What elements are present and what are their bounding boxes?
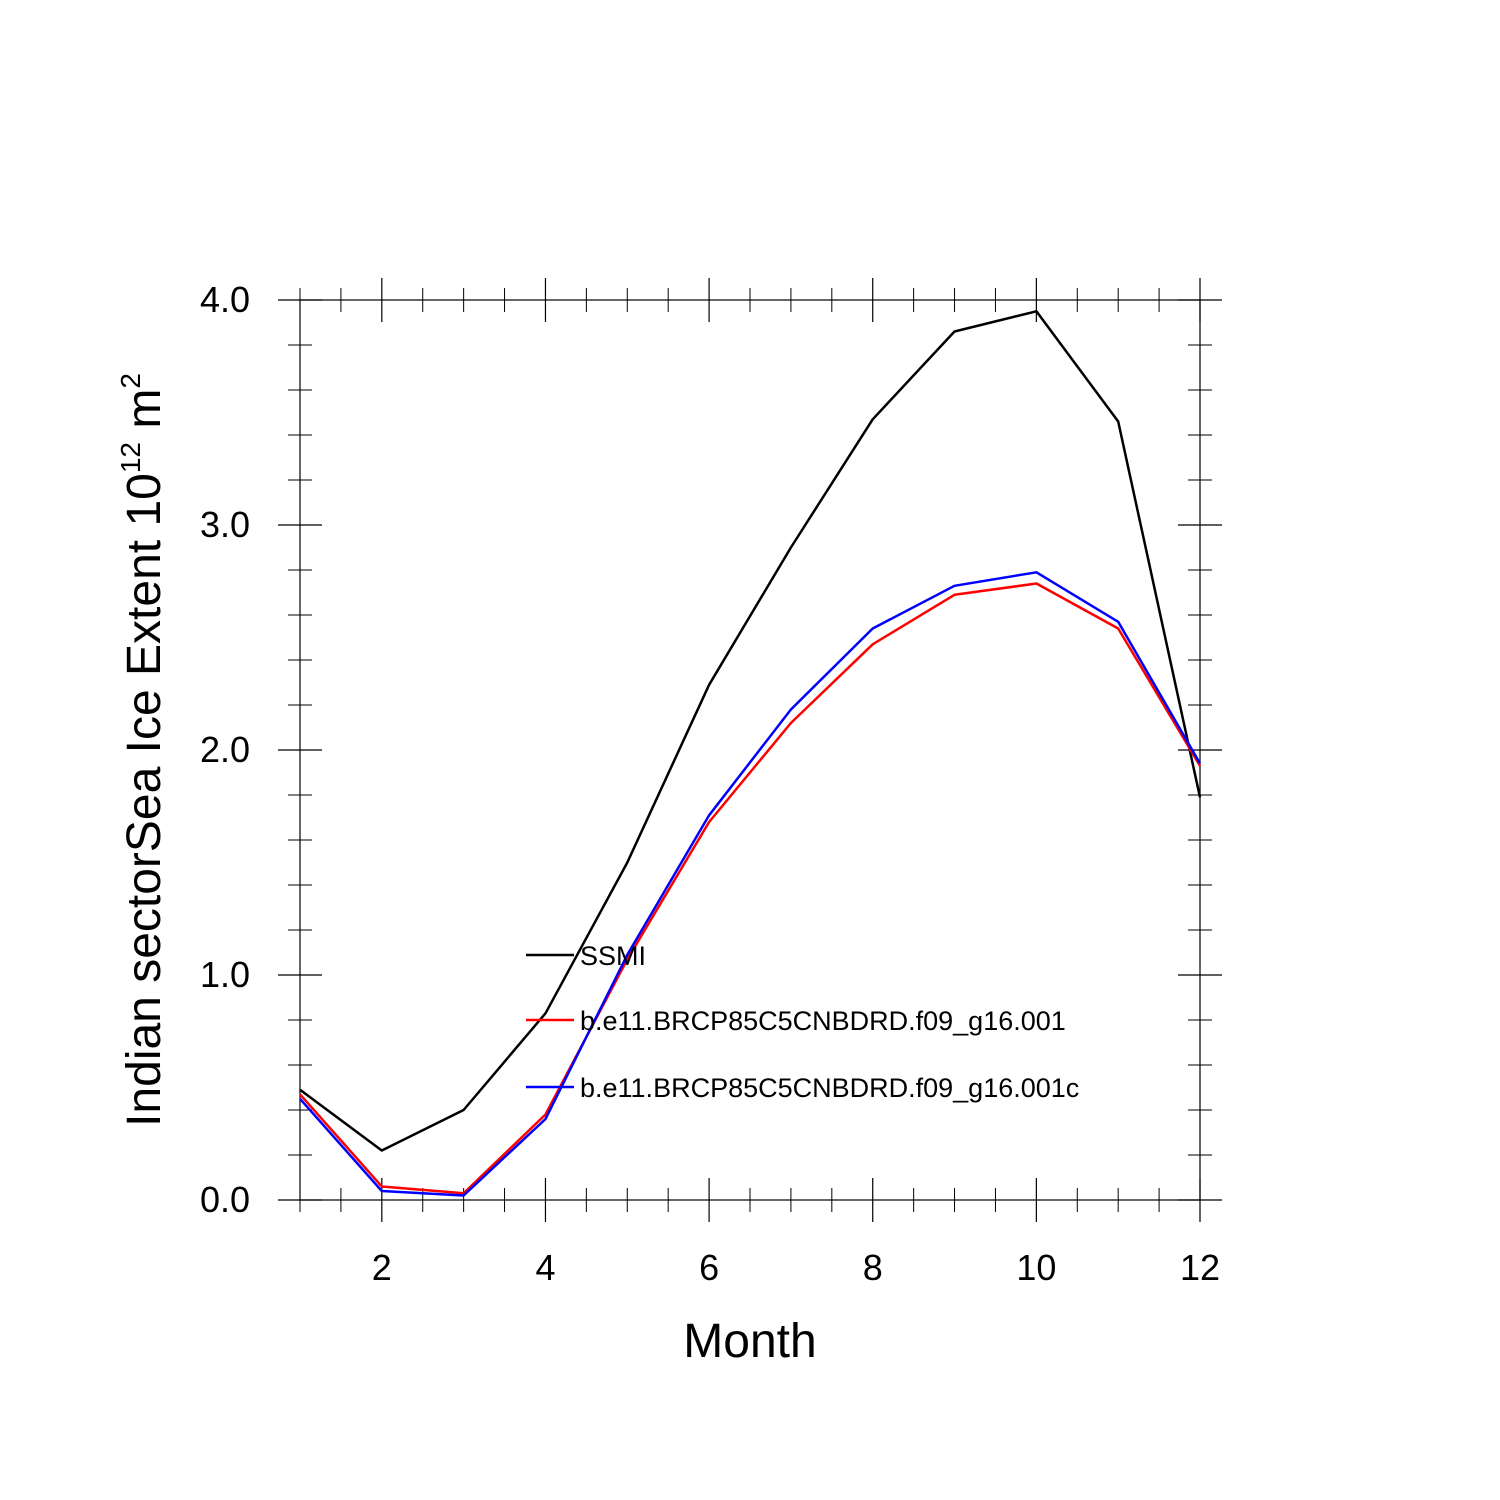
series-lines [299,310,1202,1197]
series-line-2 [299,582,1202,1195]
y-axis-title: Indian sectorSea Ice Extent 1012 m2 [115,373,171,1127]
y-tick-label: 4.0 [200,279,250,320]
x-tick-labels: 2 4 6 8 10 12 [372,1247,1220,1288]
plot-frame [299,299,1201,1201]
legend-label-2: b.e11.BRCP85C5CNBDRD.f09_g16.001 [580,1006,1066,1036]
x-tick-label: 2 [372,1247,392,1288]
y-axis-title-main: Indian sectorSea Ice Extent 10 [118,473,171,1127]
y-axis-title-unit-exponent: 2 [115,373,146,389]
x-tick-label: 6 [699,1247,719,1288]
x-tick-label: 4 [535,1247,555,1288]
x-tick-label: 12 [1180,1247,1220,1288]
y-tick-label: 1.0 [200,954,250,995]
legend: SSMI b.e11.BRCP85C5CNBDRD.f09_g16.001 b.e1… [526,941,1079,1103]
series-line-1 [299,310,1202,1152]
y-tick-label: 2.0 [200,729,250,770]
x-tick-label: 8 [863,1247,883,1288]
series-line-3 [299,571,1202,1197]
y-tick-label: 0.0 [200,1179,250,1220]
legend-label-3: b.e11.BRCP85C5CNBDRD.f09_g16.001c [580,1073,1079,1103]
x-tick-label: 10 [1016,1247,1056,1288]
y-tick-labels: 0.0 1.0 2.0 3.0 4.0 [200,279,250,1220]
legend-label-1: SSMI [580,941,646,971]
y-tick-label: 3.0 [200,504,250,545]
y-axis-title-unit: m [118,389,171,442]
y-axis-title-exponent: 12 [115,442,146,473]
x-axis-title: Month [683,1315,816,1368]
